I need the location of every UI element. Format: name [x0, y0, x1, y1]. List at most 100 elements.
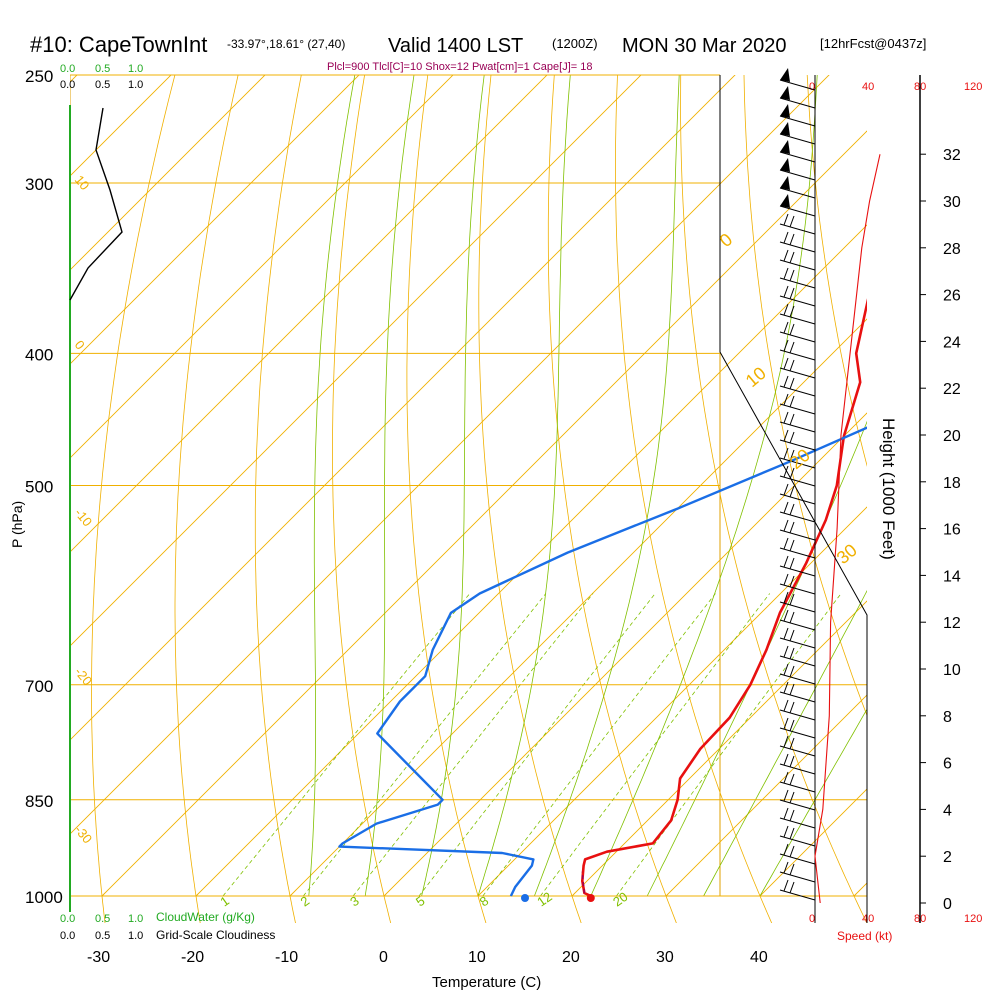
wind-barb [779, 825, 816, 847]
mixing-ratio-line [540, 593, 771, 897]
pressure-tick-label: 700 [25, 677, 53, 696]
wind-barb [779, 122, 816, 145]
mixing-ratio-line [222, 593, 471, 897]
height-tick-label: 30 [943, 194, 961, 211]
dry-adiabat [983, 0, 1000, 925]
cloud-scale-top-green: 1.0 [128, 63, 143, 75]
wind-barb [779, 140, 816, 163]
valid-time: Valid 1400 LST [388, 35, 523, 57]
dry-adiabat [615, 75, 773, 923]
height-tick-label: 24 [943, 334, 961, 351]
dewpoint-profile [338, 426, 867, 897]
moist-adiabat [590, 75, 818, 897]
temperature-tick-label: 10 [468, 949, 486, 966]
cloud-scale-bottom-black: 1.0 [128, 930, 143, 942]
height-tick-label: 12 [943, 615, 961, 632]
wind-barb [779, 357, 816, 379]
wind-barb [779, 249, 816, 271]
speed-tick-top: 0 [809, 81, 815, 93]
pressure-tick-label: 1000 [25, 888, 63, 907]
dry-adiabat [478, 75, 582, 923]
surface-temperature-dot [586, 894, 595, 902]
pressure-tick-label: 400 [25, 345, 53, 364]
cloudwater-label: CloudWater (g/Kg) [156, 910, 255, 924]
height-tick-label: 14 [943, 568, 961, 585]
wind-barb [779, 753, 816, 775]
params-line: Plcl=900 Tlcl[C]=10 Shox=12 Pwat[cm]=1 C… [327, 61, 592, 73]
moist-adiabat [703, 590, 867, 897]
wind-barb [779, 429, 816, 451]
isotherm-label: 20 [786, 445, 814, 473]
height-tick-label: 32 [943, 147, 961, 164]
moist-adiabat [646, 420, 867, 897]
cloudiness-label: Grid-Scale Cloudiness [156, 928, 275, 942]
parcel-path [581, 871, 586, 894]
mixing-ratio-line [482, 593, 716, 897]
speed-tick-top: 40 [862, 81, 874, 93]
temperature-tick-label: 20 [562, 949, 580, 966]
x-axis-title: Temperature (C) [432, 974, 541, 991]
cloud-scale-top-black: 0.5 [95, 79, 110, 91]
isotherm-line [853, 882, 867, 897]
isotherm-label: 0 [72, 337, 88, 352]
isotherm-line [70, 75, 78, 83]
isotherm-line [70, 75, 642, 647]
cloudiness-profile [69, 107, 123, 301]
height-tick-label: 22 [943, 381, 961, 398]
wind-barb [779, 86, 816, 109]
moist-adiabat [308, 75, 356, 897]
height-tick-label: 8 [943, 709, 952, 726]
cloud-scale-top-green: 0.5 [95, 63, 110, 75]
wind-barb [779, 176, 816, 199]
pressure-tick-label: 850 [25, 792, 53, 811]
wind-barb [779, 681, 816, 703]
wind-barb [779, 285, 816, 307]
dry-adiabat [806, 75, 867, 467]
wind-barb [779, 231, 816, 253]
moist-adiabat [421, 75, 485, 897]
wind-barb [779, 879, 816, 901]
isotherm-line [70, 75, 736, 741]
isotherm-label: 10 [742, 363, 770, 391]
wind-barb [779, 861, 816, 883]
station-title: #10: CapeTownInt [30, 32, 207, 57]
isotherm-line [70, 75, 266, 271]
mixing-ratio-line [616, 593, 842, 897]
wind-barb [779, 393, 816, 415]
dry-adiabat [743, 75, 867, 717]
zulu-time: (1200Z) [552, 36, 598, 51]
temperature-tick-label: -30 [87, 949, 110, 966]
wind-barb [779, 789, 816, 811]
wind-barb [779, 717, 816, 739]
cloud-scale-top-green: 0.0 [60, 63, 75, 75]
wind-barb [779, 194, 816, 217]
height-tick-label: 16 [943, 522, 961, 539]
dry-adiabat [332, 75, 392, 923]
temperature-tick-label: -20 [181, 949, 204, 966]
wind-barb [779, 807, 816, 829]
isotherm-line [477, 506, 867, 897]
wind-barb [779, 158, 816, 181]
wind-barb [779, 411, 816, 433]
temperature-tick-label: 0 [379, 949, 388, 966]
dry-adiabat [174, 75, 239, 923]
mixing-ratio-line [302, 593, 547, 897]
height-tick-label: 10 [943, 662, 961, 679]
isotherm-line [70, 75, 454, 459]
isotherm-label: -30 [72, 822, 96, 846]
wind-barb [779, 501, 816, 523]
dry-adiabat [406, 75, 487, 923]
height-tick-label: 2 [943, 849, 952, 866]
wind-barb [779, 68, 816, 91]
forecast-text: [12hrFcst@0437z] [820, 36, 926, 51]
coords-text: -33.97°,18.61° (27,40) [227, 37, 345, 51]
wind-barb [779, 537, 816, 559]
wind-barb [779, 213, 816, 235]
mixing-ratio-line [418, 593, 656, 897]
isotherm-line [571, 600, 867, 897]
cloud-scale-bottom-green: 1.0 [128, 913, 143, 925]
wind-barb [779, 267, 816, 289]
height-tick-label: 20 [943, 428, 961, 445]
wind-barb [779, 627, 816, 649]
dry-adiabat [924, 0, 1000, 925]
